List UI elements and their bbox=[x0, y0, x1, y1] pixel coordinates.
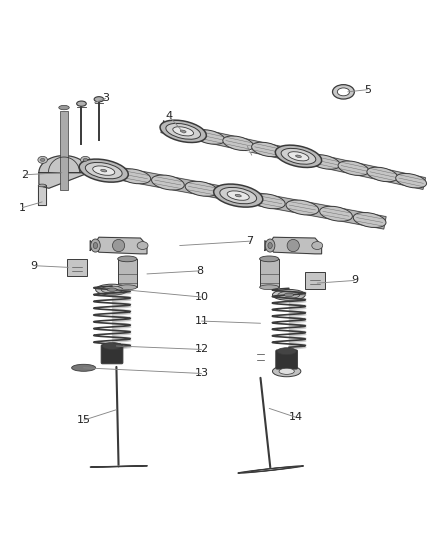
Ellipse shape bbox=[93, 243, 98, 248]
Ellipse shape bbox=[40, 158, 45, 161]
Ellipse shape bbox=[166, 124, 201, 139]
Text: 15: 15 bbox=[77, 415, 91, 425]
Text: 9: 9 bbox=[351, 276, 358, 286]
Ellipse shape bbox=[93, 166, 115, 175]
Ellipse shape bbox=[118, 285, 137, 289]
Ellipse shape bbox=[281, 148, 316, 164]
Ellipse shape bbox=[160, 120, 206, 142]
Polygon shape bbox=[161, 121, 425, 189]
Ellipse shape bbox=[95, 284, 128, 295]
Bar bbox=[60, 111, 68, 190]
Ellipse shape bbox=[272, 366, 301, 377]
Ellipse shape bbox=[312, 241, 323, 249]
Ellipse shape bbox=[79, 159, 128, 182]
Text: 8: 8 bbox=[196, 266, 203, 276]
Ellipse shape bbox=[101, 286, 123, 293]
Polygon shape bbox=[78, 160, 386, 229]
Polygon shape bbox=[38, 185, 46, 205]
Ellipse shape bbox=[284, 293, 293, 297]
Text: 3: 3 bbox=[102, 93, 109, 103]
Text: 1: 1 bbox=[19, 203, 26, 213]
Text: 13: 13 bbox=[194, 368, 208, 378]
FancyBboxPatch shape bbox=[305, 272, 325, 289]
Ellipse shape bbox=[252, 194, 285, 209]
Ellipse shape bbox=[223, 136, 254, 150]
Ellipse shape bbox=[251, 142, 283, 157]
Ellipse shape bbox=[260, 256, 279, 262]
Text: 5: 5 bbox=[364, 85, 371, 95]
Ellipse shape bbox=[279, 368, 294, 374]
Text: 2: 2 bbox=[21, 170, 28, 180]
Ellipse shape bbox=[280, 149, 311, 163]
Ellipse shape bbox=[185, 181, 218, 196]
Ellipse shape bbox=[91, 239, 100, 252]
Ellipse shape bbox=[286, 200, 319, 215]
Ellipse shape bbox=[77, 101, 86, 106]
Ellipse shape bbox=[94, 96, 104, 102]
Ellipse shape bbox=[277, 348, 296, 354]
Text: 11: 11 bbox=[194, 316, 208, 326]
Ellipse shape bbox=[332, 85, 354, 99]
Ellipse shape bbox=[214, 184, 263, 207]
FancyBboxPatch shape bbox=[67, 259, 87, 276]
Ellipse shape bbox=[219, 188, 251, 203]
Ellipse shape bbox=[309, 155, 340, 169]
Ellipse shape bbox=[338, 161, 369, 175]
Ellipse shape bbox=[180, 130, 186, 133]
Ellipse shape bbox=[152, 175, 184, 190]
Ellipse shape bbox=[268, 243, 272, 248]
Ellipse shape bbox=[137, 241, 148, 249]
Text: 10: 10 bbox=[194, 292, 208, 302]
Polygon shape bbox=[39, 156, 89, 188]
Ellipse shape bbox=[102, 343, 122, 350]
Text: 4: 4 bbox=[165, 111, 172, 121]
Ellipse shape bbox=[59, 106, 69, 110]
Ellipse shape bbox=[194, 130, 225, 144]
Ellipse shape bbox=[38, 184, 46, 187]
Ellipse shape bbox=[38, 156, 47, 163]
Ellipse shape bbox=[72, 364, 95, 372]
Ellipse shape bbox=[83, 158, 88, 161]
Circle shape bbox=[113, 239, 125, 252]
Text: 9: 9 bbox=[30, 261, 37, 271]
Ellipse shape bbox=[296, 155, 301, 158]
Ellipse shape bbox=[101, 169, 107, 172]
Ellipse shape bbox=[272, 289, 305, 300]
Ellipse shape bbox=[337, 88, 350, 96]
Ellipse shape bbox=[396, 173, 427, 188]
Ellipse shape bbox=[118, 169, 151, 184]
Ellipse shape bbox=[81, 156, 90, 163]
Text: 12: 12 bbox=[194, 344, 208, 354]
FancyBboxPatch shape bbox=[276, 350, 297, 369]
Ellipse shape bbox=[235, 195, 241, 197]
Text: 14: 14 bbox=[288, 412, 303, 422]
Ellipse shape bbox=[260, 285, 279, 289]
Ellipse shape bbox=[107, 288, 117, 292]
Ellipse shape bbox=[278, 292, 300, 298]
Polygon shape bbox=[238, 466, 303, 473]
Ellipse shape bbox=[220, 188, 257, 204]
Polygon shape bbox=[90, 237, 147, 254]
Ellipse shape bbox=[288, 152, 309, 161]
Ellipse shape bbox=[227, 191, 249, 200]
Text: 6: 6 bbox=[244, 141, 251, 151]
Ellipse shape bbox=[265, 239, 275, 252]
Bar bbox=[260, 259, 279, 287]
Ellipse shape bbox=[353, 213, 386, 228]
Ellipse shape bbox=[118, 256, 137, 262]
Ellipse shape bbox=[85, 163, 122, 179]
Text: 7: 7 bbox=[246, 236, 253, 246]
Ellipse shape bbox=[367, 167, 398, 182]
Ellipse shape bbox=[276, 145, 321, 167]
Polygon shape bbox=[265, 237, 321, 254]
Polygon shape bbox=[90, 466, 147, 467]
Ellipse shape bbox=[320, 206, 353, 221]
Ellipse shape bbox=[173, 127, 194, 136]
Circle shape bbox=[287, 239, 299, 252]
FancyBboxPatch shape bbox=[101, 345, 123, 364]
Bar bbox=[118, 259, 137, 287]
